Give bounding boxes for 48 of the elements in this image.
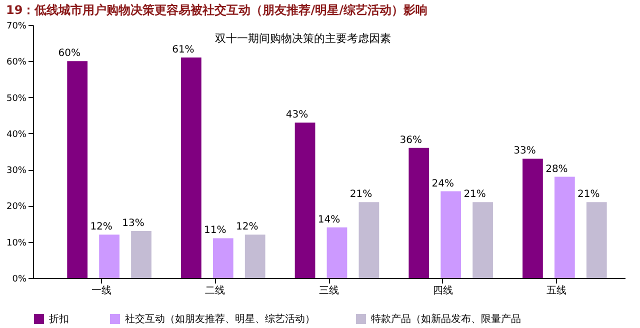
bar xyxy=(522,158,543,278)
bar xyxy=(586,202,607,278)
legend-label: 社交互动（如朋友推荐、明星、综艺活动） xyxy=(125,313,315,325)
y-tick-label: 10% xyxy=(6,238,27,248)
text: 双十一期间购物决策的主要考虑因素 xyxy=(215,32,391,45)
y-tick-label: 0% xyxy=(12,274,27,284)
legend-label: 折扣 xyxy=(49,313,69,325)
bar xyxy=(408,148,430,278)
data-label: 12% xyxy=(236,222,258,233)
bar xyxy=(554,176,575,278)
data-label: 21% xyxy=(464,189,486,200)
bar xyxy=(472,202,493,278)
data-label: 13% xyxy=(122,218,144,230)
data-label: 43% xyxy=(286,110,308,121)
bar xyxy=(99,234,120,278)
legend-label: 特款产品（如新品发布、限量产品 xyxy=(371,313,521,325)
bar xyxy=(358,202,380,278)
y-tick-label: 20% xyxy=(6,202,27,212)
y-tick-label: 60% xyxy=(6,58,27,68)
data-label: 36% xyxy=(400,134,422,146)
data-label: 28% xyxy=(546,164,568,175)
y-tick-label: 50% xyxy=(6,94,27,104)
bar xyxy=(440,191,462,278)
bar xyxy=(294,122,316,278)
bar xyxy=(212,238,234,278)
data-label: 33% xyxy=(514,146,536,157)
y-tick-label: 40% xyxy=(6,130,27,140)
chart-title: 19：低线城市用户购物决策更容易被社交互动（朋友推荐/明星/综艺活动）影响 xyxy=(6,3,428,17)
data-label: 21% xyxy=(350,189,372,200)
data-label: 21% xyxy=(578,189,600,200)
bar xyxy=(67,61,88,278)
x-tick-label: 一线 xyxy=(91,284,112,296)
x-tick-label: 三线 xyxy=(319,284,339,296)
data-label: 14% xyxy=(318,214,340,226)
data-label: 24% xyxy=(432,178,454,190)
data-label: 11% xyxy=(204,225,226,236)
x-tick-label: 二线 xyxy=(205,284,226,296)
bar xyxy=(326,227,348,278)
bar xyxy=(181,58,202,278)
x-tick-label: 五线 xyxy=(546,284,567,296)
bar xyxy=(131,231,152,278)
bar xyxy=(244,234,266,278)
y-tick-label: 70% xyxy=(6,22,27,32)
data-label: 60% xyxy=(58,48,80,60)
x-tick-label: 四线 xyxy=(432,284,453,296)
data-label: 12% xyxy=(90,222,112,233)
data-label: 61% xyxy=(172,44,194,56)
y-tick-label: 30% xyxy=(6,166,27,176)
